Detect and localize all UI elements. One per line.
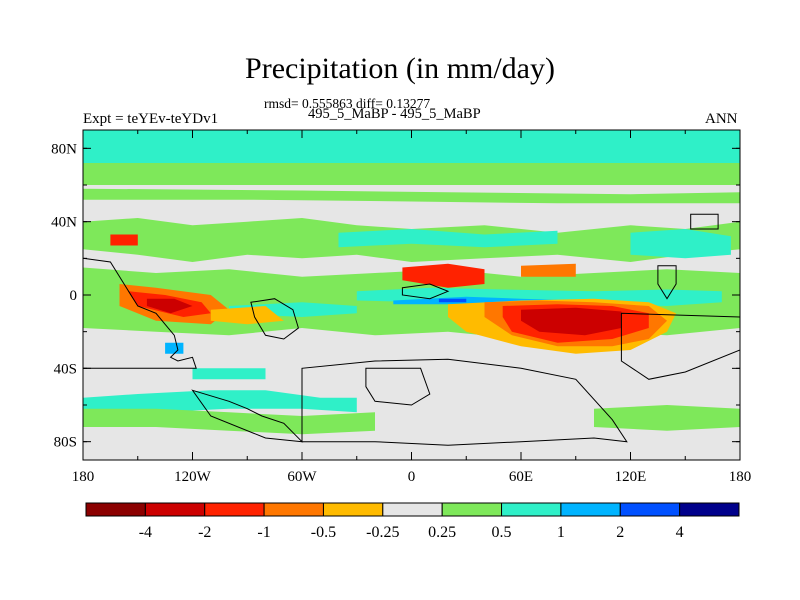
x-tick-label: 180	[729, 469, 752, 485]
colorbar-label: -2	[198, 524, 211, 541]
contour-patch-16	[210, 306, 284, 325]
colorbar-box-2	[204, 502, 265, 517]
colorbar-label: -1	[257, 524, 270, 541]
colorbar: -4 -2 -1 -0.5 -0.25 0.25 0.5 1 2 4	[85, 502, 740, 541]
contour-patch-18	[521, 263, 576, 277]
colorbar-label: 4	[676, 524, 684, 541]
colorbar-label: -0.25	[366, 524, 399, 541]
x-tick-label: 0	[408, 469, 416, 485]
colorbar-box-5	[382, 502, 443, 517]
left-string: Expt = teYEv-teYDv1	[83, 111, 219, 127]
colorbar-label: 0.5	[492, 524, 512, 541]
colorbar-box-7	[501, 502, 562, 517]
contour-patch-19	[192, 368, 266, 380]
colorbar-box-0	[85, 502, 146, 517]
continent-outline-2	[301, 358, 628, 446]
colorbar-box-8	[560, 502, 621, 517]
colorbar-label: -4	[139, 524, 152, 541]
x-tick-label: 60E	[509, 469, 533, 485]
colorbar-box-6	[441, 502, 503, 517]
x-tick-label: 120W	[174, 469, 212, 485]
x-tick-label: 180	[72, 469, 95, 485]
contour-patch-23	[338, 229, 558, 248]
contour-patch-20	[83, 390, 357, 413]
continent-outline-6	[657, 265, 677, 300]
contour-patch-1	[83, 130, 740, 163]
contour-patch-17	[402, 263, 485, 288]
continent-outline-7	[690, 213, 719, 230]
y-axis: 80N 40N 0 40S 80S	[51, 141, 740, 451]
continent-outline-3	[250, 298, 299, 340]
contour-patch-15	[146, 298, 193, 314]
y-tick-label: 0	[70, 288, 78, 304]
contour-patch-8	[438, 298, 467, 303]
colorbar-box-1	[144, 502, 206, 517]
y-tick-label: 40S	[54, 361, 77, 377]
y-tick-label: 80N	[51, 141, 77, 157]
contour-patch-25	[110, 234, 138, 246]
contour-patch-12	[521, 307, 622, 336]
colorbar-label: 1	[557, 524, 565, 541]
contour-patch-26	[165, 342, 184, 354]
colorbar-label: 0.25	[428, 524, 456, 541]
continent-outline-4	[365, 367, 431, 406]
x-tick-label: 60W	[287, 469, 317, 485]
contour-patch-24	[630, 229, 731, 259]
colorbar-box-10	[679, 502, 740, 517]
colorbar-box-9	[619, 502, 681, 517]
colorbar-box-3	[263, 502, 324, 517]
chart-title: Precipitation (in mm/day)	[245, 52, 555, 85]
continent-outline-5	[401, 283, 450, 300]
contour-patch-0	[83, 157, 740, 185]
colorbar-label: -0.5	[311, 524, 336, 541]
y-tick-label: 80S	[54, 435, 77, 451]
contour-patch-2	[83, 188, 740, 204]
case-label: 495_5_MaBP - 495_5_MaBP	[308, 106, 481, 122]
continent-outline-0	[83, 257, 197, 369]
continent-outline-1	[191, 389, 304, 443]
colorbar-label: 2	[616, 524, 624, 541]
contour-patch-22	[594, 405, 740, 431]
x-axis: 180 120W 60W 0 60E 120E 180	[72, 130, 752, 485]
right-string: ANN	[705, 111, 738, 127]
chart-subtitle: rmsd= 0.555863 diff= 0.13277	[264, 96, 431, 111]
x-tick-label: 120E	[615, 469, 647, 485]
continent-outline-8	[620, 312, 740, 380]
continent-outlines	[83, 213, 740, 446]
colorbar-box-4	[322, 502, 384, 517]
y-tick-label: 40N	[51, 215, 77, 231]
